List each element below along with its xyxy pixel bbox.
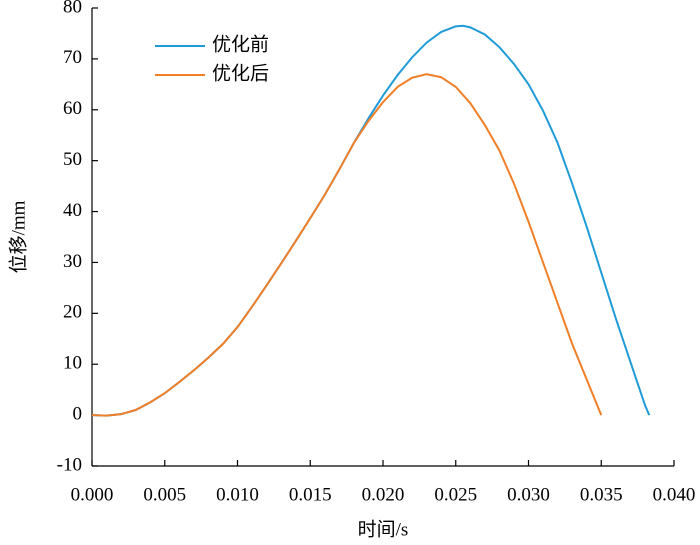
legend-label: 优化前 [212,33,269,55]
y-tick-label: 20 [63,302,82,323]
x-tick-label: 0.005 [143,484,186,505]
y-tick-label: 0 [73,403,83,424]
x-tick-label: 0.030 [507,484,550,505]
y-tick-label: 70 [63,47,82,68]
y-tick-label: 30 [63,251,82,272]
x-tick-label: 0.025 [434,484,477,505]
legend-label: 优化后 [212,62,269,84]
y-tick-label: 60 [63,98,82,119]
y-tick-label: 80 [63,0,82,17]
x-axis-label: 时间/s [358,518,409,540]
y-axis-label: 位移/mm [7,200,29,273]
x-tick-label: 0.020 [362,484,405,505]
y-tick-label: 10 [63,353,82,374]
x-tick-label: 0.015 [289,484,332,505]
series-line [91,73,603,417]
y-tick-label: -10 [57,454,82,475]
x-tick-label: 0.040 [653,484,696,505]
y-tick-label: 40 [63,200,82,221]
y-tick-label: 50 [63,149,82,170]
x-tick-label: 0.035 [580,484,623,505]
x-tick-label: 0.010 [216,484,259,505]
x-tick-label: 0.000 [71,484,114,505]
series-line [91,24,651,417]
